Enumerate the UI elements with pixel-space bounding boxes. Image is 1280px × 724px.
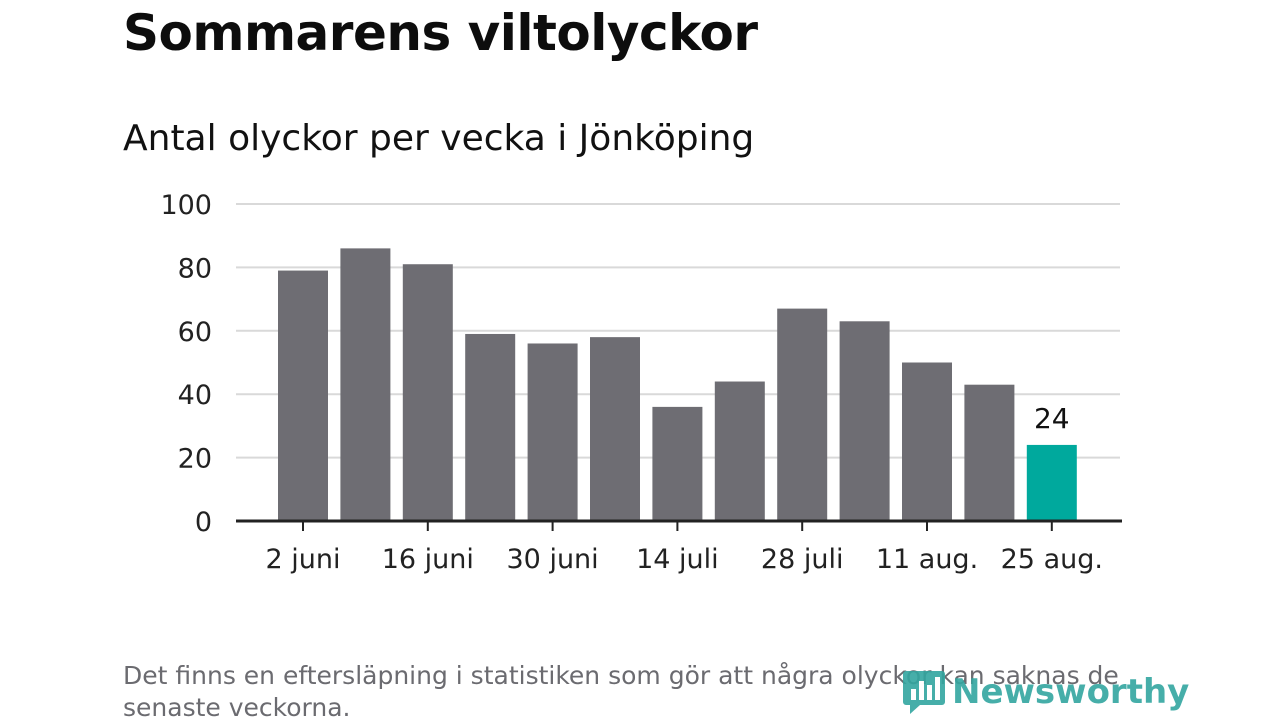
bars: [236, 248, 1122, 523]
x-tick-label: 14 juli: [636, 544, 719, 575]
x-tick-label: 28 juli: [761, 544, 844, 575]
bar-28-juli: [777, 308, 828, 521]
newsworthy-logo: Newsworthy: [902, 666, 1189, 718]
y-tick-label: 40: [178, 380, 212, 411]
bar-25-aug-: [1026, 444, 1077, 521]
bar-14-juli: [652, 406, 703, 521]
x-tick-label: 30 juni: [507, 544, 599, 575]
logo-text: Newsworthy: [952, 672, 1190, 712]
bar-21-juli: [714, 381, 765, 521]
x-axis-ticks: 2 juni 16 juni 30 juni 14 juli 28 juli 11 aug…: [266, 521, 1103, 575]
x-tick-label: 25 aug.: [1001, 544, 1103, 575]
x-tick-label: 16 juni: [382, 544, 474, 575]
chart-subtitle: Antal olyckor per vecka i Jönköping: [123, 118, 755, 159]
bar-16-juni: [402, 264, 453, 521]
footnote: Det finns en eftersläpning i statistiken…: [123, 661, 1119, 722]
bar-7-juli: [590, 337, 640, 521]
data-labels: 24: [1034, 402, 1070, 435]
y-tick-label: 0: [195, 507, 212, 538]
y-tick-label: 20: [178, 444, 212, 475]
bar-2-juni: [278, 270, 328, 521]
bar-23-juni: [465, 333, 516, 521]
bar-18-aug-: [964, 384, 1015, 521]
bar-9-juni: [340, 248, 391, 521]
bar-chart-icon: [903, 671, 945, 714]
y-tick-label: 80: [178, 253, 212, 284]
x-tick-label: 11 aug.: [876, 544, 978, 575]
bar-4-aug-: [839, 321, 890, 521]
x-tick-label: 2 juni: [266, 544, 341, 575]
data-label: 24: [1034, 402, 1070, 435]
y-tick-label: 100: [160, 190, 212, 221]
bar-30-juni: [527, 343, 578, 521]
bar-11-aug-: [902, 362, 952, 521]
chart-title: Sommarens viltolyckor: [123, 4, 758, 62]
y-tick-label: 60: [178, 317, 212, 348]
y-axis-ticks: 0 20 40 60 80 100: [160, 190, 212, 538]
bar-chart: 0 20 40 60 80 100 2 juni 16 juni 30 juni 14 juli…: [160, 190, 1122, 575]
